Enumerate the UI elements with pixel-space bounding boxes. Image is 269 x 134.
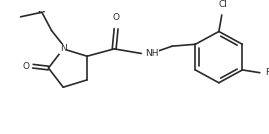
Text: O: O	[23, 62, 30, 71]
Text: NH: NH	[145, 49, 159, 58]
Text: Cl: Cl	[218, 0, 227, 9]
Text: F: F	[265, 68, 269, 77]
Text: N: N	[60, 44, 66, 53]
Text: O: O	[113, 13, 120, 22]
